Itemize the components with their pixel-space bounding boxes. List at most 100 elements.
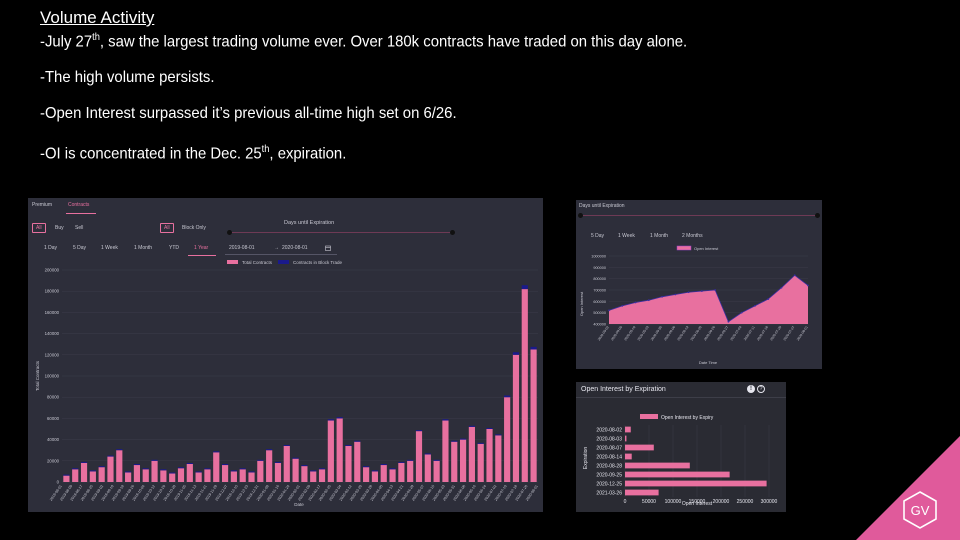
oi-point	[807, 284, 809, 287]
open-interest-area-chart: Open Interest 400000 500000 600000 700000 80…	[579, 245, 809, 365]
block-trade-bar	[72, 468, 79, 470]
range-1-year[interactable]: 1 Year	[194, 245, 209, 251]
oi-y-tick-label: 700000	[593, 289, 606, 293]
days-slider-handle-right[interactable]	[450, 230, 455, 235]
oi-x-tick-label: 2020-07-25	[769, 325, 782, 341]
oi-y-tick-label: 500000	[593, 311, 606, 315]
block-trade-bar	[389, 468, 396, 470]
oi-x-tick-label: 2020-06-26	[703, 325, 716, 341]
date-to-input[interactable]: 2020-08-01	[282, 245, 308, 251]
range-5-day[interactable]: 5 Day	[73, 245, 87, 251]
oi-days-slider-handle-right[interactable]	[815, 213, 820, 218]
volume-bar	[398, 462, 405, 482]
block-trade-bar	[133, 464, 141, 466]
bullet-volume-record: -July 27th, saw the largest trading volu…	[40, 32, 688, 51]
oi-point	[674, 293, 677, 296]
trade-filter-block-only[interactable]: Block Only	[182, 225, 206, 231]
exp-x-tick-label: 0	[624, 499, 627, 505]
block-trade-bar	[530, 346, 537, 350]
range-1-month[interactable]: 1 Month	[134, 245, 153, 251]
volume-bar	[186, 463, 193, 482]
block-trade-bar	[63, 474, 70, 476]
oi-days-slider-track[interactable]	[580, 215, 818, 216]
volume-bar	[177, 468, 185, 482]
side-filter-sell[interactable]: Sell	[75, 225, 84, 231]
volume-bar	[345, 445, 352, 482]
volume-bar	[151, 460, 158, 482]
block-trade-bar	[195, 471, 202, 473]
date-range-underline	[225, 254, 337, 255]
side-filter-buy[interactable]: Buy	[55, 225, 64, 231]
volume-bar	[310, 471, 317, 482]
volume-bar	[389, 469, 396, 482]
oi-by-expiration-title: Open Interest by Expiration	[581, 386, 666, 393]
exp-x-tick-label: 300000	[761, 499, 778, 505]
exp-legend-label: Open Interest by Expiry	[661, 415, 714, 421]
volume-bar	[424, 454, 431, 482]
oi-point	[621, 304, 624, 307]
help-icon[interactable]: ?	[757, 385, 765, 393]
exp-bar	[625, 444, 654, 451]
volume-bar	[433, 460, 440, 482]
volume-y-tick-label: 80000	[47, 395, 60, 400]
days-slider-track[interactable]	[229, 232, 453, 233]
range-ytd[interactable]: YTD	[169, 245, 179, 251]
block-trade-bar	[327, 419, 334, 421]
block-trade-bar	[283, 444, 290, 446]
volume-bar	[468, 426, 475, 482]
exp-bar	[625, 489, 659, 496]
block-trade-bar	[363, 466, 370, 468]
volume-bar	[80, 462, 88, 482]
block-trade-bar	[407, 459, 414, 461]
volume-bar	[521, 289, 528, 482]
volume-bar	[301, 466, 308, 482]
block-trade-bar	[512, 352, 520, 355]
oi-days-slider-handle-left[interactable]	[578, 213, 583, 218]
oi-range-1-month[interactable]: 1 Month	[650, 233, 669, 239]
trade-filter-all[interactable]: All	[160, 223, 174, 233]
block-trade-bar	[266, 449, 273, 451]
oi-x-tick-label: 2020-07-11	[743, 325, 756, 341]
block-trade-bar	[177, 467, 185, 469]
oi-y-tick-label: 600000	[593, 300, 606, 304]
block-trade-bar	[125, 471, 132, 473]
volume-y-tick-label: 20000	[47, 458, 60, 463]
block-trade-bar	[257, 459, 264, 461]
volume-bar	[248, 472, 255, 482]
volume-bar	[266, 450, 273, 482]
bullet-high-volume: -The high volume persists.	[40, 69, 215, 87]
volume-bar	[512, 354, 520, 482]
oi-range-1-week[interactable]: 1 Week	[618, 233, 635, 239]
tab-contracts[interactable]: Contracts	[68, 202, 90, 208]
range-1-day[interactable]: 1 Day	[44, 245, 58, 251]
volume-bar	[380, 465, 387, 482]
tab-premium[interactable]: Premium	[32, 202, 53, 208]
bullet-open-interest: -Open Interest surpassed it’s previous a…	[40, 105, 457, 123]
oi-legend-label: Open Interest	[694, 246, 719, 251]
legend-label-total-contracts: Total Contracts	[242, 260, 273, 265]
block-trade-bar	[204, 468, 211, 470]
oi-range-5-day[interactable]: 5 Day	[591, 233, 605, 239]
side-filter-all[interactable]: All	[32, 223, 46, 233]
days-slider-handle-left[interactable]	[227, 230, 232, 235]
block-trade-bar	[433, 459, 440, 461]
bullet-oi-concentration: -OI is concentrated in the Dec. 25th, ex…	[40, 144, 347, 163]
range-1-week[interactable]: 1 Week	[101, 245, 118, 251]
oi-x-tick-label: 2020-05-30	[650, 325, 663, 341]
exp-x-tick-label: 50000	[642, 499, 656, 505]
block-trade-bar	[292, 457, 299, 459]
block-trade-bar	[451, 440, 458, 442]
oi-range-2-months[interactable]: 2 Months	[682, 233, 703, 239]
date-from-input[interactable]: 2019-08-01	[229, 245, 255, 251]
calendar-icon[interactable]	[325, 245, 331, 251]
block-trade-bar	[459, 438, 467, 440]
volume-y-tick-label: 120000	[45, 352, 60, 357]
volume-bar	[459, 439, 467, 482]
info-icon[interactable]: !	[747, 385, 755, 393]
block-trade-bar	[301, 465, 308, 467]
block-trade-bar	[380, 464, 387, 466]
block-trade-bar	[442, 419, 449, 421]
title-divider	[576, 397, 786, 398]
exp-x-tick-label: 250000	[737, 499, 754, 505]
volume-y-tick-label: 200000	[45, 268, 60, 273]
